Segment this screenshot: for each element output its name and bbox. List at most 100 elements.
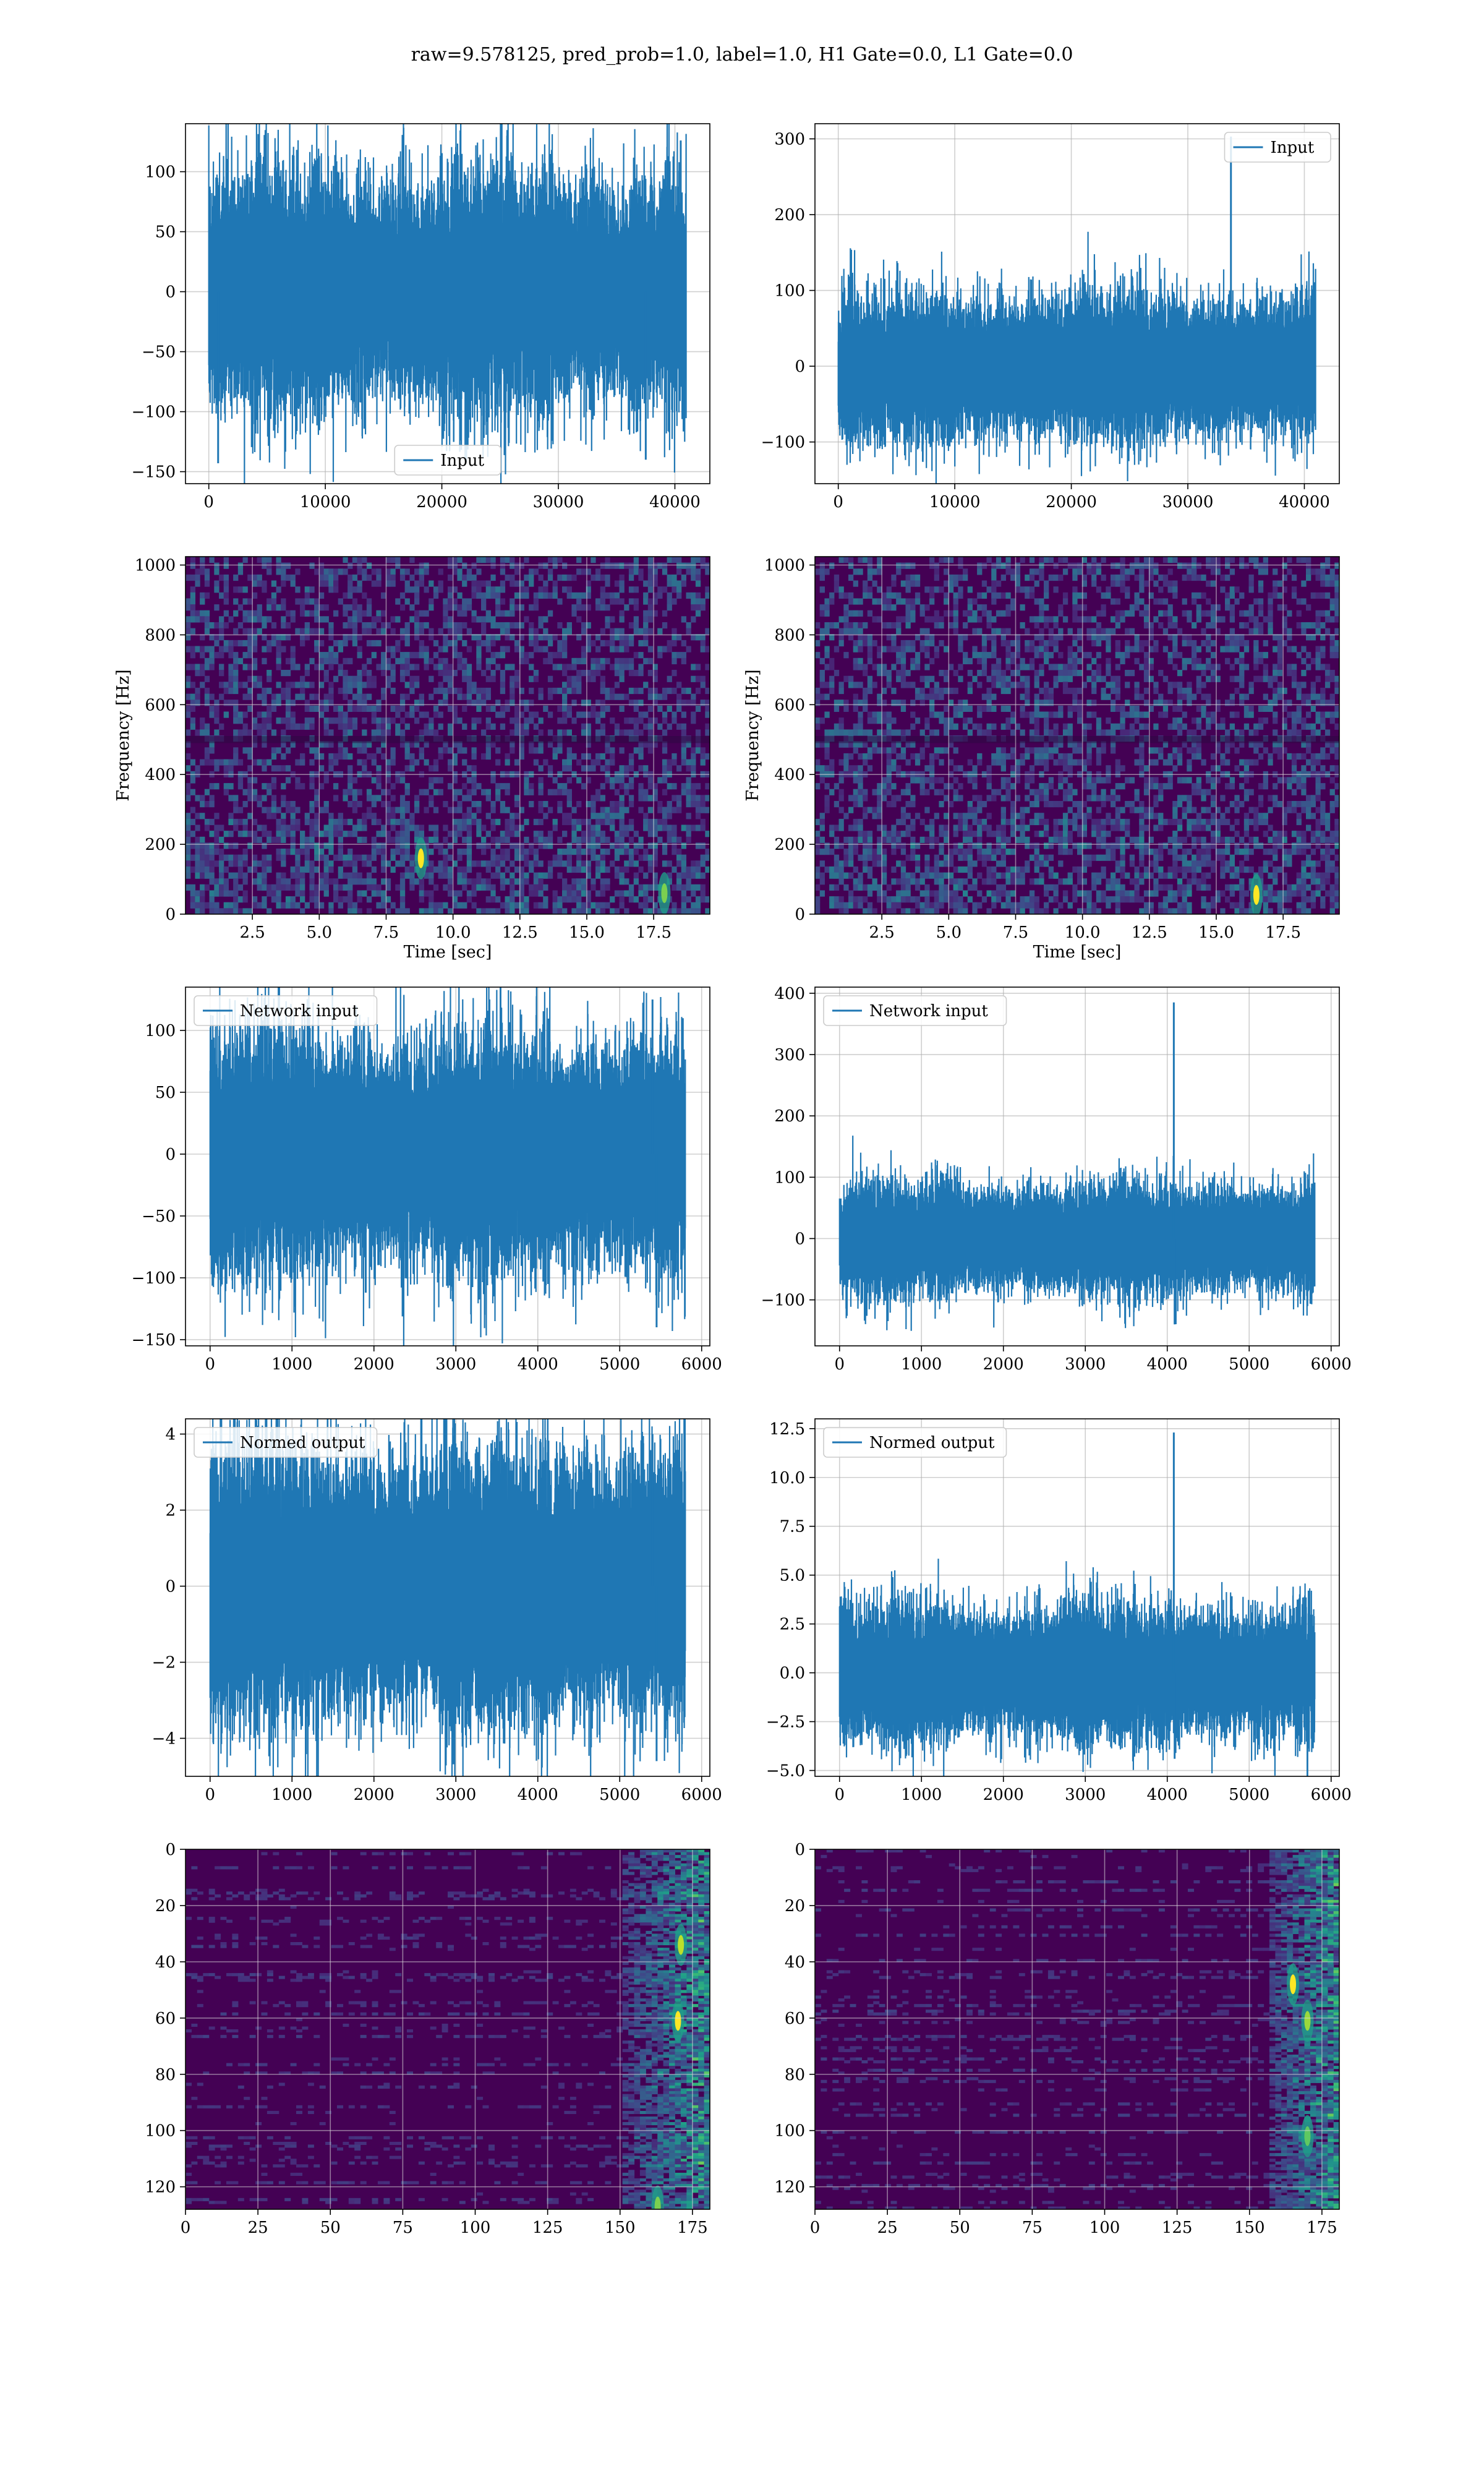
- h1-feature-map-hotspot-2: [651, 2185, 664, 2209]
- h1-network-input-legend: Network input: [194, 995, 378, 1026]
- h1-network-input-series-line-0: [209, 987, 686, 1346]
- h1-spectrogram-xtick-label: 7.5: [373, 923, 399, 942]
- h1-feature-map-ytick-label: 0: [165, 1841, 176, 1859]
- l1-feature-map-xtick-label: 125: [1162, 2219, 1193, 2237]
- h1-normed-output-xtick-label: 0: [205, 1786, 215, 1804]
- l1-input-legend-label: Input: [1271, 139, 1315, 157]
- h1-network-input-ytick-label: 50: [155, 1084, 176, 1102]
- h1-normed-output-xtick-label: 4000: [518, 1786, 558, 1804]
- h1-normed-output-xtick-label: 1000: [271, 1786, 312, 1804]
- l1-network-input-xtick-label: 3000: [1065, 1355, 1106, 1374]
- l1-normed-output-ticks: 0 1000 2000 3000 4000 5000 6000 −5.0 −2.5 0.0 2.5 5…: [766, 1420, 1352, 1804]
- h1-network-input-ytick-label: 100: [145, 1022, 176, 1040]
- l1-feature-map-xtick-label: 0: [810, 2219, 821, 2237]
- l1-feature-map-hotspot-1: [1301, 2000, 1314, 2042]
- l1-input-series-line-0: [837, 231, 1316, 484]
- l1-normed-output-ytick-label: 10.0: [769, 1469, 805, 1487]
- l1-spectrogram-ytick-label: 0: [795, 905, 805, 924]
- l1-spectrogram-grid: [815, 557, 1339, 915]
- l1-network-input-ytick-label: 400: [774, 985, 805, 1003]
- l1-feature-map-axes-frame: [814, 1849, 1340, 2210]
- h1-spectrogram-xtick-label: 2.5: [239, 923, 265, 942]
- l1-network-input-xtick-label: 4000: [1147, 1355, 1188, 1374]
- l1-normed-output-ytick-label: 2.5: [780, 1616, 805, 1634]
- l1-normed-output-xtick-label: 5000: [1229, 1786, 1269, 1804]
- l1-spectrogram-xtick-label: 17.5: [1265, 923, 1301, 942]
- h1-input-legend: Input: [394, 445, 501, 476]
- h1-network-input-ytick-label: −150: [132, 1331, 176, 1350]
- h1-spectrogram-xtick-label: 5.0: [307, 923, 332, 942]
- h1-network-input-ticks: 0 1000 2000 3000 4000 5000 6000 −150 −100 −50 0 50 1…: [132, 1022, 722, 1374]
- l1-normed-output-xtick-label: 6000: [1311, 1786, 1352, 1804]
- l1-input-xtick-label: 30000: [1162, 493, 1214, 511]
- h1-input-ytick-label: −150: [132, 463, 176, 482]
- l1-spectrogram-heatmap-cells: [815, 557, 1339, 914]
- h1-input-xtick-label: 10000: [300, 493, 351, 511]
- l1-spectrogram-xtick-label: 12.5: [1132, 923, 1167, 942]
- h1-feature-map-xtick-label: 100: [460, 2219, 491, 2237]
- l1-normed-output-ytick-label: −5.0: [766, 1762, 805, 1781]
- h1-network-input-axes-frame: [185, 987, 710, 1346]
- h1-spectrogram-xtick-label: 10.0: [435, 923, 471, 942]
- l1-spectrogram-ytick-label: 800: [774, 626, 805, 644]
- h1-feature-map-ytick-label: 60: [155, 2010, 176, 2028]
- l1-spectrogram-xtick-label: 2.5: [869, 923, 894, 942]
- h1-network-input-chart: 0 1000 2000 3000 4000 5000 6000 −150 −100 −50 0 50 1…: [132, 987, 722, 1374]
- h1-normed-output-legend: Normed output: [194, 1427, 378, 1458]
- l1-input-ytick-label: 0: [795, 357, 805, 376]
- l1-spectrogram-hotspot-0: [1250, 873, 1263, 914]
- l1-normed-output-xtick-label: 0: [834, 1786, 845, 1804]
- h1-input-ytick-label: −100: [132, 403, 176, 422]
- l1-normed-output-chart: 0 1000 2000 3000 4000 5000 6000 −5.0 −2.5 0.0 2.5 5…: [766, 1418, 1352, 1804]
- l1-network-input-ytick-label: 200: [774, 1107, 805, 1126]
- h1-network-input-xtick-label: 2000: [354, 1355, 394, 1374]
- h1-spectrogram-xtick-label: 17.5: [636, 923, 672, 942]
- l1-spectrogram-ticks: 2.5 5.0 7.5 10.0 12.5 15.0 17.5 0 200 400 600 800 10…: [764, 557, 1301, 942]
- l1-spectrogram-xtick-label: 7.5: [1003, 923, 1028, 942]
- h1-spectrogram-ytick-label: 0: [165, 905, 176, 924]
- h1-input-series-line-0: [208, 124, 687, 484]
- charts-group: 0 10000 20000 30000 40000−150−100−50050100In…: [114, 123, 1352, 2237]
- h1-feature-map-ytick-label: 80: [155, 2066, 176, 2084]
- l1-network-input-xtick-label: 6000: [1311, 1355, 1352, 1374]
- l1-input-xtick-label: 0: [833, 493, 843, 511]
- l1-normed-output-xtick-label: 1000: [901, 1786, 942, 1804]
- h1-input-xtick-label: 0: [203, 493, 214, 511]
- h1-spectrogram-chart: 2.5 5.0 7.5 10.0 12.5 15.0 17.5 0 200 400 600 800 10…: [114, 556, 710, 962]
- l1-network-input-xtick-label: 5000: [1229, 1355, 1269, 1374]
- l1-feature-map-xtick-label: 175: [1307, 2219, 1337, 2237]
- h1-spectrogram-xtick-label: 12.5: [502, 923, 538, 942]
- h1-normed-output-ytick-label: −4: [152, 1730, 176, 1748]
- h1-feature-map-xtick-label: 175: [677, 2219, 708, 2237]
- l1-normed-output-ytick-label: 7.5: [780, 1518, 805, 1536]
- l1-spectrogram-xtick-label: 10.0: [1065, 923, 1101, 942]
- h1-feature-map-xtick-label: 75: [393, 2219, 413, 2237]
- l1-input-xtick-label: 10000: [929, 493, 981, 511]
- h1-feature-map-heatmap-cells: [186, 1849, 710, 2209]
- h1-feature-map-xtick-label: 150: [605, 2219, 636, 2237]
- l1-input-xtick-label: 40000: [1279, 493, 1330, 511]
- l1-normed-output-legend-label: Normed output: [869, 1434, 995, 1452]
- h1-normed-output-xtick-label: 3000: [435, 1786, 476, 1804]
- l1-feature-map-hotspot-0: [1287, 1963, 1300, 2006]
- l1-feature-map-xtick-label: 50: [950, 2219, 970, 2237]
- l1-spectrogram-ylabel: Frequency [Hz]: [743, 669, 762, 801]
- h1-feature-map-axes-frame: [185, 1849, 710, 2210]
- h1-input-chart: 0 10000 20000 30000 40000 −150 −100 −50 0 50 100 In…: [132, 123, 710, 511]
- l1-normed-output-ytick-label: 12.5: [769, 1420, 805, 1439]
- l1-input-chart: 0 10000 20000 30000 40000 −100 0 100 200 300 Input: [761, 123, 1340, 511]
- l1-feature-map-ticks: 0 25 50 75 100 125 150 175 0 20 40 60 80 100 120: [774, 1841, 1337, 2237]
- figure-title: raw=9.578125, pred_prob=1.0, label=1.0, …: [411, 44, 1073, 66]
- h1-input-ytick-label: 0: [165, 283, 176, 302]
- h1-normed-output-legend-label: Normed output: [240, 1434, 365, 1452]
- h1-spectrogram-xtick-label: 15.0: [569, 923, 605, 942]
- l1-feature-map-xtick-label: 150: [1234, 2219, 1265, 2237]
- h1-input-ticks: 0 10000 20000 30000 40000 −150 −100 −50 0 50 100: [132, 163, 701, 511]
- h1-network-input-ytick-label: −100: [132, 1269, 176, 1288]
- h1-feature-map-hotspot-1: [672, 2000, 684, 2042]
- h1-normed-output-chart: 0 1000 2000 3000 4000 5000 6000 −4 −2 0 2 4 Normed o…: [152, 1418, 722, 1804]
- l1-input-ytick-label: 300: [774, 131, 805, 149]
- l1-network-input-legend: Network input: [823, 995, 1007, 1026]
- h1-input-xtick-label: 30000: [533, 493, 584, 511]
